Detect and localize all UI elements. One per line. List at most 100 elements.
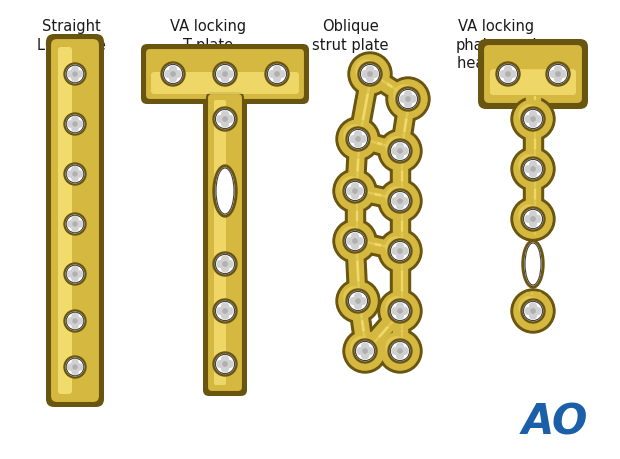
- Circle shape: [401, 198, 408, 204]
- Polygon shape: [348, 139, 365, 191]
- Circle shape: [388, 189, 412, 213]
- Circle shape: [221, 303, 228, 310]
- Circle shape: [356, 60, 376, 80]
- Circle shape: [381, 232, 419, 270]
- Circle shape: [401, 308, 408, 314]
- Circle shape: [269, 71, 276, 78]
- Circle shape: [217, 361, 224, 367]
- Circle shape: [76, 318, 82, 324]
- Circle shape: [346, 289, 370, 313]
- Circle shape: [514, 292, 552, 330]
- Circle shape: [388, 239, 412, 263]
- Circle shape: [215, 302, 234, 320]
- Circle shape: [355, 302, 361, 309]
- Circle shape: [352, 183, 358, 190]
- Circle shape: [336, 279, 380, 323]
- Circle shape: [400, 95, 407, 102]
- Circle shape: [223, 72, 227, 76]
- FancyBboxPatch shape: [145, 48, 305, 100]
- Circle shape: [371, 71, 378, 78]
- Circle shape: [397, 343, 404, 350]
- Circle shape: [392, 198, 399, 204]
- Circle shape: [397, 252, 404, 259]
- Circle shape: [388, 299, 412, 323]
- Circle shape: [72, 217, 78, 223]
- Circle shape: [336, 117, 380, 161]
- Polygon shape: [523, 169, 543, 219]
- Circle shape: [347, 238, 354, 244]
- Circle shape: [350, 136, 356, 142]
- Polygon shape: [393, 311, 407, 351]
- Circle shape: [73, 319, 77, 323]
- Circle shape: [381, 232, 419, 270]
- FancyBboxPatch shape: [46, 34, 104, 407]
- Circle shape: [221, 75, 228, 82]
- Polygon shape: [348, 191, 362, 241]
- Circle shape: [353, 189, 357, 193]
- Circle shape: [265, 62, 289, 86]
- Circle shape: [72, 275, 78, 281]
- Polygon shape: [348, 300, 375, 353]
- Circle shape: [556, 72, 560, 76]
- Circle shape: [348, 129, 368, 149]
- Circle shape: [392, 148, 399, 154]
- FancyBboxPatch shape: [58, 47, 72, 394]
- Circle shape: [171, 72, 175, 76]
- Circle shape: [267, 64, 286, 84]
- Circle shape: [226, 361, 233, 367]
- Circle shape: [68, 364, 74, 370]
- Polygon shape: [358, 137, 401, 151]
- Circle shape: [534, 116, 541, 123]
- Circle shape: [351, 55, 389, 93]
- Circle shape: [534, 308, 541, 314]
- Circle shape: [391, 341, 410, 361]
- Circle shape: [339, 120, 377, 158]
- Circle shape: [366, 75, 373, 82]
- Circle shape: [500, 71, 507, 78]
- Polygon shape: [401, 201, 402, 251]
- Circle shape: [215, 64, 234, 84]
- Circle shape: [525, 166, 532, 173]
- FancyBboxPatch shape: [203, 89, 247, 396]
- FancyBboxPatch shape: [209, 89, 241, 104]
- Circle shape: [68, 121, 74, 127]
- Circle shape: [72, 360, 78, 366]
- Polygon shape: [390, 151, 410, 201]
- Ellipse shape: [522, 240, 544, 288]
- Circle shape: [64, 310, 86, 332]
- Circle shape: [73, 272, 77, 276]
- Polygon shape: [390, 251, 410, 311]
- Circle shape: [529, 303, 536, 310]
- Polygon shape: [355, 189, 401, 201]
- Circle shape: [360, 64, 379, 84]
- Circle shape: [381, 132, 419, 170]
- Circle shape: [355, 293, 361, 300]
- Circle shape: [531, 309, 535, 313]
- Circle shape: [66, 312, 84, 330]
- Circle shape: [213, 299, 237, 323]
- Circle shape: [399, 90, 418, 109]
- Polygon shape: [370, 72, 409, 99]
- Polygon shape: [356, 191, 357, 241]
- Circle shape: [355, 341, 374, 361]
- Polygon shape: [523, 219, 543, 234]
- Polygon shape: [534, 169, 535, 219]
- Circle shape: [352, 233, 358, 240]
- Circle shape: [519, 105, 539, 125]
- Circle shape: [217, 116, 224, 123]
- Polygon shape: [393, 98, 415, 152]
- Circle shape: [346, 332, 384, 370]
- Circle shape: [397, 143, 404, 150]
- Polygon shape: [526, 169, 540, 219]
- Polygon shape: [390, 97, 418, 152]
- Circle shape: [386, 77, 430, 121]
- Circle shape: [64, 113, 86, 135]
- Polygon shape: [365, 66, 414, 107]
- Text: AO: AO: [521, 401, 588, 443]
- Polygon shape: [351, 73, 377, 140]
- Polygon shape: [393, 151, 407, 201]
- Circle shape: [496, 62, 520, 86]
- Circle shape: [361, 352, 368, 359]
- Circle shape: [397, 303, 404, 310]
- Circle shape: [534, 216, 541, 222]
